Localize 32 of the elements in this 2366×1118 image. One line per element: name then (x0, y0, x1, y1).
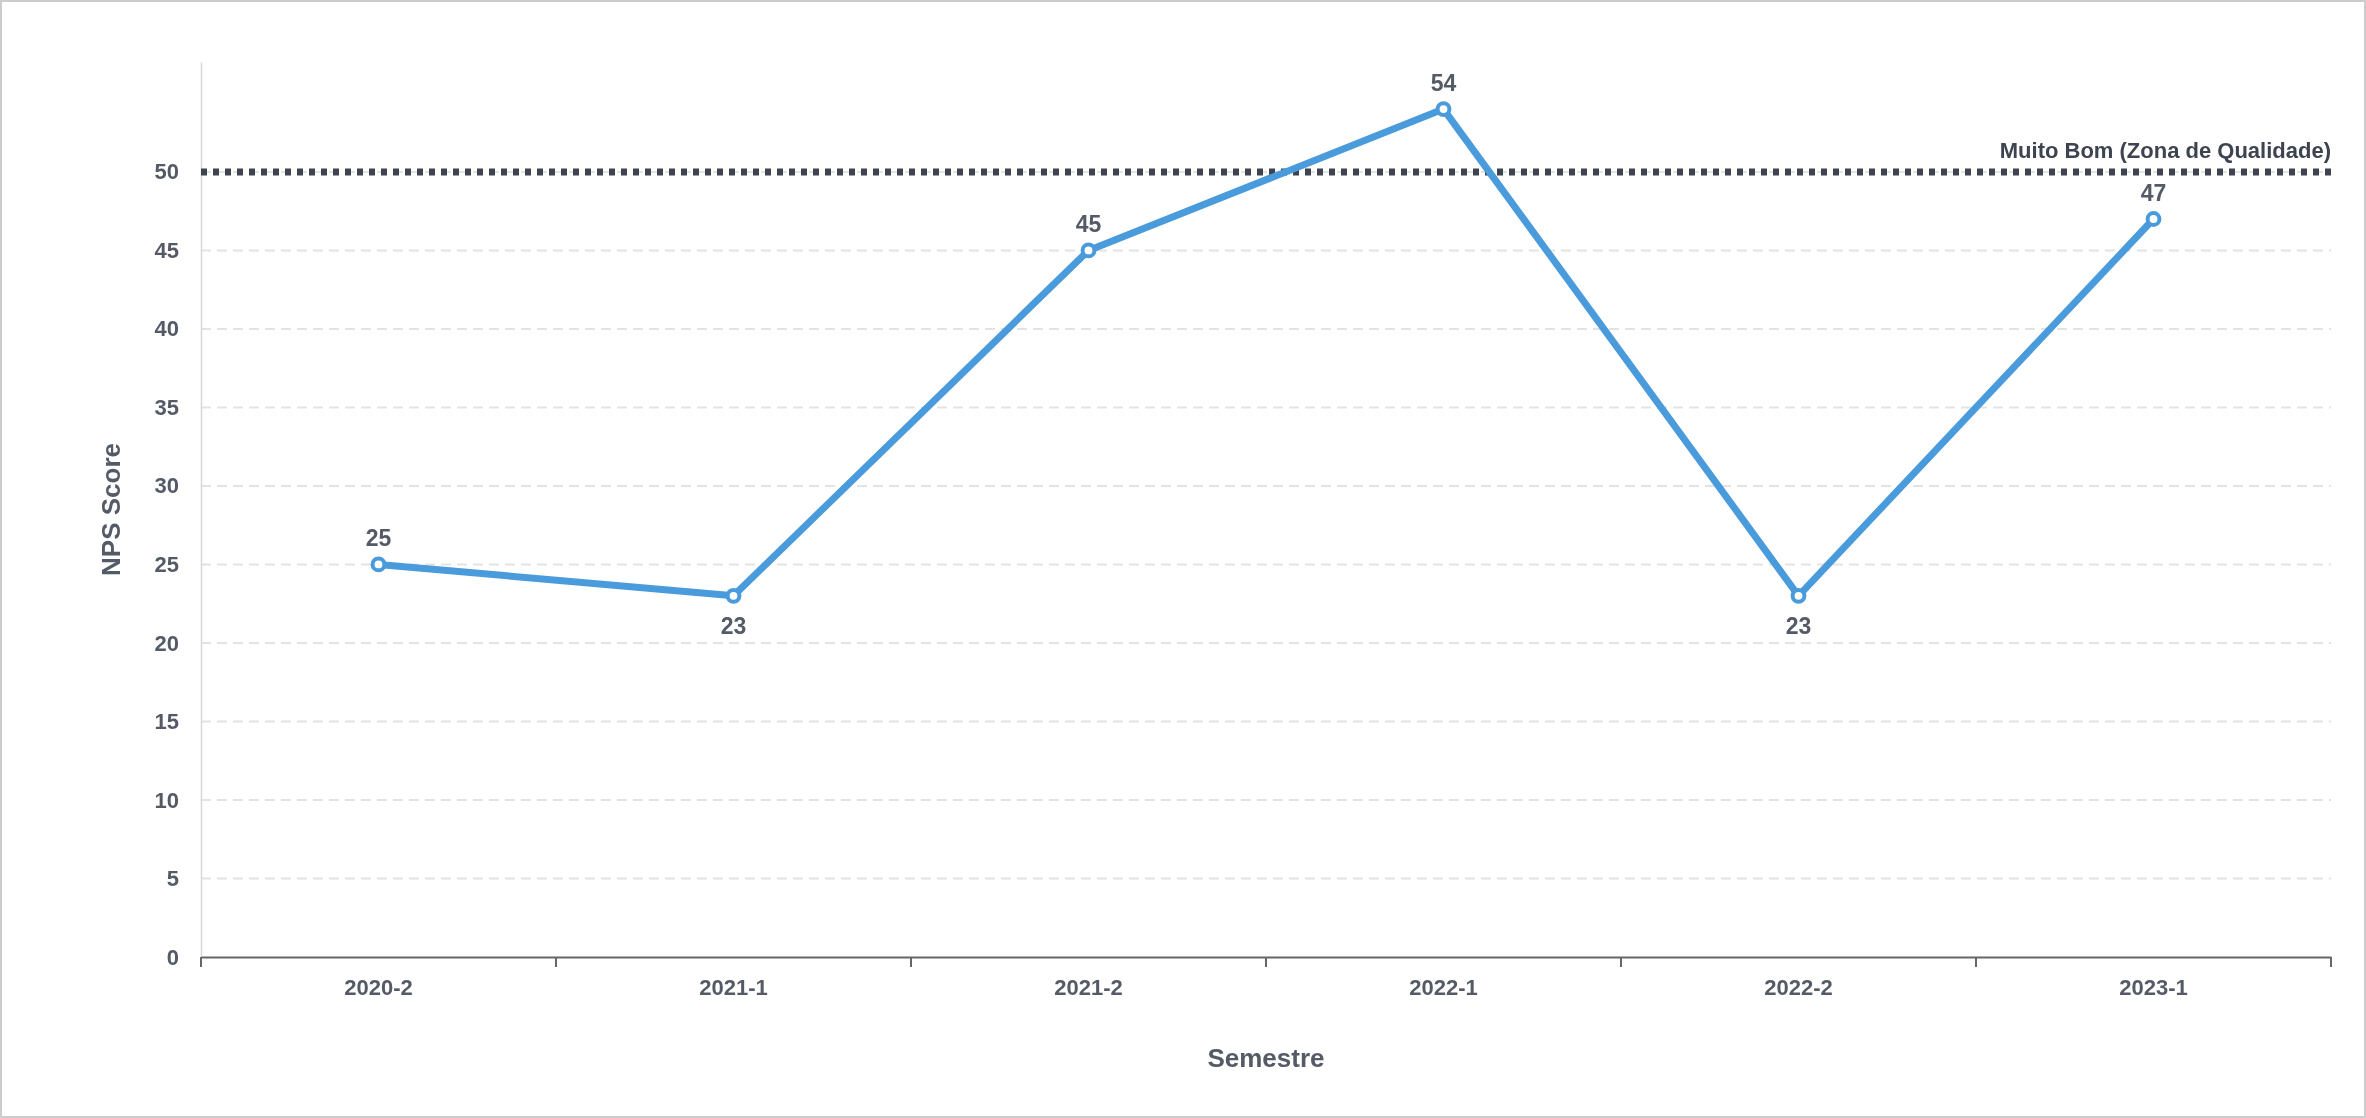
point (2145, 211, 2162, 227)
x-tick-label: 2023-1 (2119, 974, 2188, 1000)
y-tick-label: 45 (154, 237, 179, 263)
point (370, 556, 387, 573)
point (725, 587, 742, 604)
y-tick-label: 0 (166, 944, 179, 970)
y-tick-label: 20 (154, 630, 179, 656)
data-label: 45 (1075, 211, 1102, 238)
x-tick-label: 2021-2 (1054, 974, 1123, 1000)
data-label: 54 (1430, 70, 1457, 97)
y-tick-label: 5 (166, 866, 179, 892)
data-label: 23 (1785, 612, 1812, 639)
point (1790, 587, 1807, 604)
data-label: 23 (720, 612, 747, 639)
y-tick-label: 10 (154, 787, 179, 813)
y-tick-label: 40 (154, 316, 179, 342)
ref-line-label: Muito Bom (Zona de Qualidade) (1999, 137, 2331, 163)
x-tick-label: 2022-1 (1409, 974, 1478, 1000)
point (1080, 242, 1097, 259)
x-tick-label: 2021-1 (699, 974, 768, 1000)
point (1435, 101, 1452, 118)
y-tick-label: 30 (154, 473, 179, 499)
y-tick-label: 50 (154, 159, 179, 185)
y-axis-title: NPS Score (96, 443, 126, 576)
y-tick-label: 15 (154, 709, 179, 735)
y-tick-label: 25 (154, 552, 179, 577)
data-label: 47 (2140, 180, 2167, 207)
data-label: 25 (365, 525, 392, 552)
x-axis-title: Semestre (1207, 1043, 1325, 1073)
x-tick-label: 2022-2 (1764, 974, 1833, 1000)
y-tick-label: 35 (154, 394, 179, 420)
x-tick-label: 2020-2 (344, 974, 413, 1000)
